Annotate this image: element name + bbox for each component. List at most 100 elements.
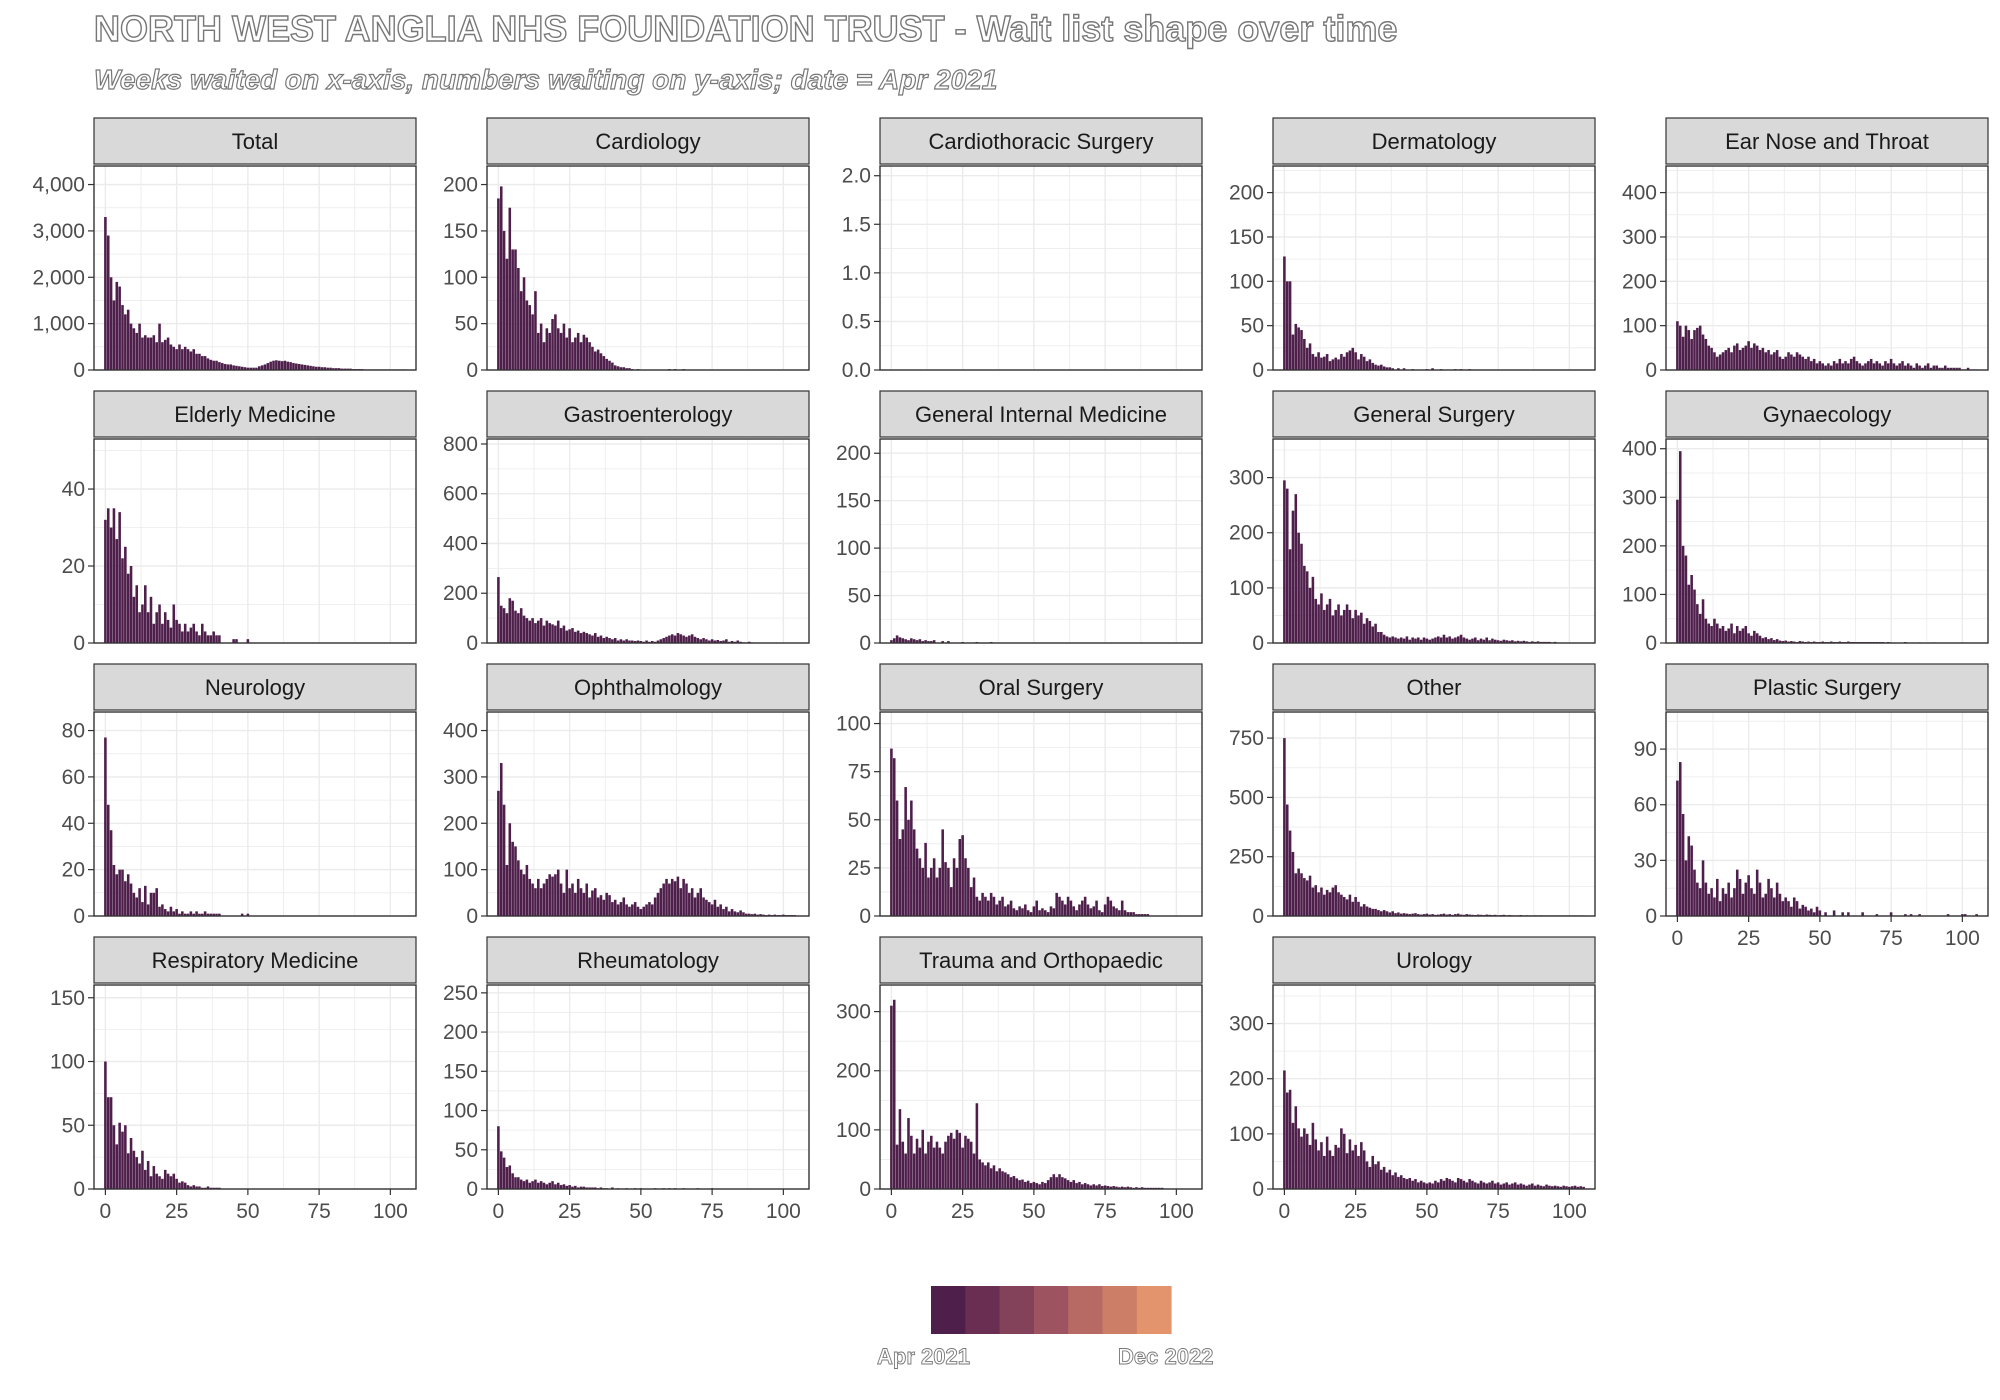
bar [633, 641, 637, 643]
bar [1511, 640, 1514, 643]
bar [1066, 896, 1070, 916]
bar [1371, 908, 1375, 916]
bar [947, 641, 950, 643]
bar [1775, 350, 1779, 370]
bar [941, 829, 944, 916]
facet-strip-label: Elderly Medicine [174, 402, 335, 427]
bar [1325, 1136, 1329, 1189]
bar [144, 885, 147, 916]
y-tick-label: 1,000 [32, 313, 85, 336]
bar [266, 363, 270, 370]
bar [235, 639, 238, 643]
bar [1468, 914, 1471, 916]
bar [1308, 343, 1312, 370]
bar [1701, 860, 1705, 916]
bar [1072, 1180, 1076, 1189]
bar [522, 874, 526, 916]
bar [1365, 906, 1369, 916]
bar [668, 635, 671, 643]
bar [613, 899, 617, 916]
bar [1388, 1169, 1392, 1189]
bar [716, 640, 720, 643]
bar [1055, 1177, 1058, 1189]
bar [1405, 913, 1409, 916]
bar [1781, 901, 1785, 916]
bar [1308, 587, 1312, 643]
bar [1305, 880, 1309, 916]
bar [969, 1141, 973, 1189]
bar [949, 887, 953, 916]
facet-strip [1272, 390, 1596, 438]
facet-strip-label: Cardiothoracic Surgery [929, 129, 1154, 154]
x-tick-label: 0 [100, 1200, 112, 1223]
bar [1069, 1181, 1073, 1189]
bar [198, 635, 201, 643]
bar [505, 1167, 509, 1189]
bar [183, 346, 187, 370]
bar [705, 639, 708, 643]
panel-border [879, 711, 1203, 917]
bar [1360, 1142, 1363, 1189]
bar [1112, 906, 1115, 916]
bar [679, 634, 683, 643]
bar [1963, 914, 1967, 916]
bar [981, 892, 984, 916]
bar [1787, 641, 1790, 643]
bar [1138, 914, 1141, 916]
panel-border [486, 711, 810, 917]
bar [1340, 354, 1343, 370]
bar [1123, 1187, 1127, 1189]
bar [141, 1150, 144, 1189]
bar [1935, 365, 1938, 370]
bar [978, 900, 982, 916]
bar [1331, 1155, 1335, 1189]
bar [554, 314, 557, 370]
bar [203, 911, 207, 916]
bar [947, 1135, 950, 1189]
bar [895, 800, 899, 916]
bar [1710, 626, 1713, 643]
x-tick-label: 25 [951, 1200, 974, 1223]
bar [613, 365, 617, 370]
bar [135, 897, 139, 916]
bar [542, 342, 546, 370]
bar [519, 291, 523, 370]
facet-strip [879, 936, 1203, 984]
bar [938, 1147, 942, 1189]
bar [890, 748, 893, 916]
bar [124, 881, 127, 916]
bar [178, 344, 181, 370]
bar [1488, 1182, 1491, 1189]
bar [736, 912, 740, 916]
bar [218, 362, 221, 370]
bar [144, 585, 147, 643]
bar [1380, 911, 1383, 916]
bar [676, 633, 680, 643]
bar [987, 900, 990, 916]
bar [519, 1179, 523, 1189]
bar [1340, 1128, 1343, 1189]
bar [1778, 640, 1782, 643]
panel-border [1272, 165, 1596, 371]
bar [1345, 1153, 1349, 1189]
bar [1291, 1122, 1295, 1189]
bar [195, 631, 198, 643]
bar [1721, 888, 1725, 916]
bar [1482, 639, 1486, 643]
bar [1434, 637, 1437, 643]
bar [576, 878, 580, 916]
bar [104, 1061, 107, 1189]
bar [1300, 330, 1303, 370]
facet-strip-label: Cardiology [595, 129, 700, 154]
bar [514, 249, 517, 370]
facet-strip [93, 117, 417, 165]
bar [1075, 1183, 1078, 1189]
panel-background [880, 166, 1202, 370]
x-tick-label: 100 [373, 1200, 408, 1223]
bar [975, 1103, 979, 1189]
bar [559, 628, 563, 643]
y-tick-label: 0 [1252, 905, 1264, 928]
bar [183, 623, 187, 643]
bar [955, 867, 959, 916]
bar [967, 867, 970, 916]
